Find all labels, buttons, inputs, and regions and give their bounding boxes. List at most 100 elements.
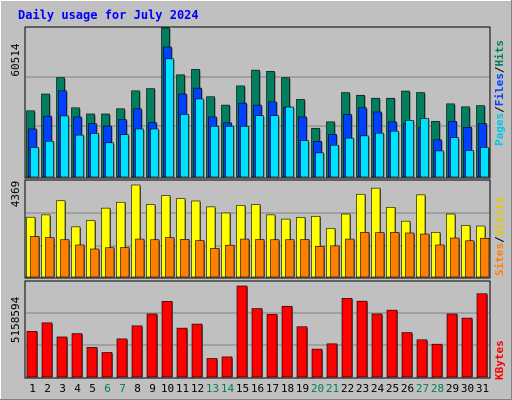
day-label: 1 [29, 382, 36, 395]
sites-bar [450, 237, 460, 278]
pages-bar [240, 125, 249, 178]
pages-bar [345, 137, 354, 178]
top-panel-legend: Pages/Files/Hits [493, 40, 506, 146]
kbytes-bar [386, 309, 398, 378]
day-label: 27 [416, 382, 429, 395]
pages-bar [45, 140, 54, 178]
kbytes-bar [86, 347, 98, 378]
pages-bar [435, 150, 444, 178]
sites-bar [390, 232, 400, 278]
kbytes-bar [341, 298, 353, 378]
pages-bar [360, 135, 369, 178]
kbytes-bar [296, 326, 308, 378]
day-label: 14 [221, 382, 235, 395]
day-label: 30 [461, 382, 474, 395]
sites-bar [375, 232, 385, 278]
legend-sep-1: / [493, 106, 506, 113]
day-label: 5 [89, 382, 96, 395]
pages-bar [60, 115, 69, 178]
day-label: 25 [386, 382, 399, 395]
bot-panel-legend: KBytes [493, 340, 506, 380]
sites-bar [240, 238, 250, 278]
day-label: 13 [206, 382, 219, 395]
legend-files: Files [493, 73, 506, 106]
pages-bar [135, 128, 144, 178]
kbytes-bar [326, 343, 338, 378]
pages-bar [255, 115, 264, 178]
sites-bar [465, 240, 475, 278]
sites-bar [435, 244, 445, 278]
sites-bar [300, 239, 310, 278]
sites-bar [210, 248, 220, 278]
pages-bar [105, 142, 114, 178]
kbytes-bar [41, 322, 53, 378]
sites-bar [405, 232, 415, 278]
pages-bar [390, 130, 399, 178]
sites-bar [180, 239, 190, 278]
sites-bar [30, 236, 40, 278]
kbytes-bar [431, 343, 443, 378]
pages-bar [75, 134, 84, 178]
day-label: 18 [281, 382, 294, 395]
day-label: 29 [446, 382, 459, 395]
kbytes-panel [24, 280, 491, 379]
day-label: 19 [296, 382, 309, 395]
pages-bar [420, 118, 429, 178]
sites-bar [420, 233, 430, 278]
sites-bar [75, 244, 85, 278]
kbytes-bar [356, 300, 368, 378]
kbytes-bar [266, 314, 278, 378]
day-label: 3 [59, 382, 66, 395]
hits-files-pages-panel [24, 26, 491, 179]
bot-panel-max-label: 5158594 [9, 296, 22, 343]
day-label: 12 [191, 382, 204, 395]
day-label: 10 [161, 382, 174, 395]
kbytes-bar [146, 313, 158, 378]
kbytes-bar [221, 356, 233, 378]
mid-panel-max-label: 4369 [9, 181, 22, 208]
day-label: 20 [311, 382, 324, 395]
kbytes-bar [461, 317, 473, 378]
kbytes-bar [26, 331, 38, 378]
legend-pages: Pages [493, 113, 506, 146]
sites-bar [195, 240, 205, 278]
kbytes-bar [236, 285, 248, 378]
legend-sep-3: / [493, 236, 506, 243]
day-label: 21 [326, 382, 339, 395]
day-label: 2 [44, 382, 51, 395]
sites-bar [90, 248, 100, 278]
sites-bar [315, 245, 325, 278]
kbytes-bar [206, 358, 218, 378]
kbytes-bar [131, 325, 143, 378]
kbytes-bar [476, 293, 488, 378]
pages-bar [405, 120, 414, 178]
pages-bar [225, 125, 234, 178]
day-label: 31 [476, 382, 489, 395]
sites-bar [105, 247, 115, 278]
sites-bar [270, 239, 280, 278]
day-label: 7 [119, 382, 126, 395]
kbytes-bar [116, 338, 128, 378]
kbytes-bar [281, 305, 293, 378]
sites-bar [225, 244, 235, 278]
pages-bar [300, 140, 309, 178]
kbytes-bar [71, 333, 83, 378]
day-label: 28 [431, 382, 444, 395]
pages-bar [195, 98, 204, 178]
pages-bar [315, 152, 324, 178]
kbytes-bar [56, 336, 68, 378]
day-label: 6 [104, 382, 111, 395]
day-label: 9 [149, 382, 156, 395]
pages-bar [90, 133, 99, 178]
pages-bar [285, 106, 294, 178]
kbytes-bar [446, 313, 458, 378]
legend-hits: Hits [493, 40, 506, 67]
day-label: 4 [74, 382, 81, 395]
day-label: 11 [176, 382, 189, 395]
kbytes-bar [251, 308, 263, 378]
pages-bar [480, 147, 489, 178]
sites-bar [150, 239, 160, 278]
pages-bar [330, 144, 339, 178]
pages-bar [465, 150, 474, 178]
